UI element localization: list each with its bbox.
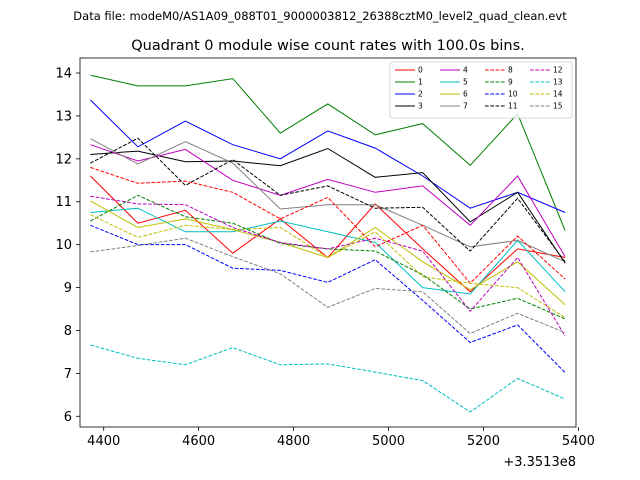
series-line-13 — [90, 344, 566, 413]
x-tick-label: 4800 — [277, 434, 310, 449]
legend-label-1: 1 — [418, 78, 423, 87]
y-tick-label: 6 — [64, 410, 72, 425]
y-tick-label: 11 — [55, 195, 72, 210]
x-tick-label: 4400 — [87, 434, 120, 449]
series-line-7 — [90, 138, 566, 263]
x-tick-label: 5200 — [467, 434, 500, 449]
series-line-12 — [90, 195, 566, 337]
legend-label-14: 14 — [553, 90, 563, 99]
x-offset-label: +3.3513e8 — [503, 455, 576, 470]
series-line-15 — [90, 237, 566, 335]
legend-label-12: 12 — [553, 66, 563, 75]
y-tick-label: 14 — [55, 67, 72, 82]
legend-label-0: 0 — [418, 66, 423, 75]
y-tick-label: 9 — [64, 281, 72, 296]
series-line-6 — [90, 200, 566, 306]
x-tick-label: 4600 — [182, 434, 215, 449]
series-line-4 — [90, 144, 566, 257]
legend-label-10: 10 — [508, 90, 518, 99]
y-tick-label: 10 — [55, 238, 72, 253]
legend-label-15: 15 — [553, 102, 563, 111]
x-tick-label: 5400 — [562, 434, 595, 449]
legend-label-5: 5 — [463, 78, 468, 87]
legend-label-11: 11 — [508, 102, 518, 111]
legend-label-2: 2 — [418, 90, 423, 99]
series-line-14 — [90, 214, 566, 319]
legend-label-3: 3 — [418, 102, 423, 111]
y-tick-label: 13 — [55, 109, 72, 124]
legend-box — [389, 61, 573, 119]
y-tick-label: 12 — [55, 152, 72, 167]
series-line-3 — [90, 147, 566, 264]
series-line-10 — [90, 224, 566, 373]
axes-frame — [79, 57, 577, 428]
legend-label-4: 4 — [463, 66, 468, 75]
legend-label-8: 8 — [508, 66, 513, 75]
legend-label-13: 13 — [553, 78, 563, 87]
legend-label-7: 7 — [463, 102, 468, 111]
series-line-0 — [90, 175, 566, 293]
x-tick-label: 5000 — [372, 434, 405, 449]
series-line-11 — [90, 137, 566, 263]
series-line-5 — [90, 207, 566, 295]
series-line-2 — [90, 99, 566, 213]
y-tick-label: 7 — [64, 367, 72, 382]
series-line-1 — [90, 74, 566, 231]
legend-label-9: 9 — [508, 78, 513, 87]
legend-label-6: 6 — [463, 90, 468, 99]
chart-title: Quadrant 0 module wise count rates with … — [131, 38, 525, 54]
y-tick-label: 8 — [64, 324, 72, 339]
series-line-8 — [90, 166, 566, 285]
data-file-label: Data file: modeM0/AS1A09_088T01_90000038… — [73, 9, 567, 23]
